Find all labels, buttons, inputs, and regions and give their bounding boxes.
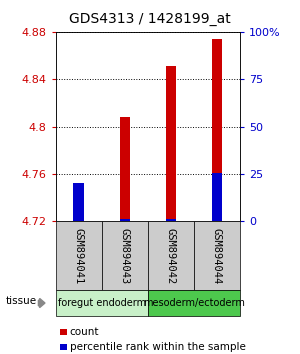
- Bar: [74, 183, 84, 221]
- Text: count: count: [70, 327, 99, 337]
- Bar: [120, 219, 130, 221]
- Bar: [212, 39, 222, 221]
- Text: GSM894042: GSM894042: [166, 228, 176, 284]
- Text: GSM894041: GSM894041: [74, 228, 84, 284]
- Bar: [166, 66, 176, 221]
- Bar: [120, 117, 130, 221]
- Text: GDS4313 / 1428199_at: GDS4313 / 1428199_at: [69, 12, 231, 27]
- Text: percentile rank within the sample: percentile rank within the sample: [70, 342, 245, 352]
- Text: tissue: tissue: [6, 296, 37, 306]
- Text: mesoderm/ectoderm: mesoderm/ectoderm: [143, 298, 245, 308]
- Text: foregut endoderm: foregut endoderm: [58, 298, 146, 308]
- Bar: [166, 219, 176, 221]
- Text: GSM894044: GSM894044: [212, 228, 222, 284]
- Bar: [212, 173, 222, 221]
- Bar: [74, 183, 84, 221]
- Text: GSM894043: GSM894043: [120, 228, 130, 284]
